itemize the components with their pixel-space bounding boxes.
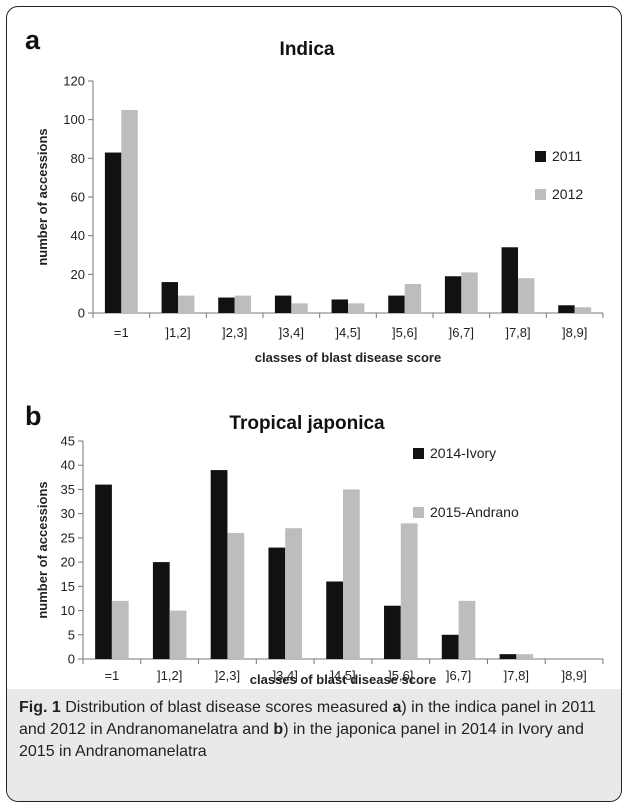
chart2-bar-2 <box>400 523 418 659</box>
chart2-category-label: ]5,6] <box>388 668 413 683</box>
figure-frame: a Indica 0 20 40 60 80 100 120 =1]1,2]]2,3]]3,4]]… <box>6 6 622 802</box>
caption-ref-a: a <box>392 699 402 716</box>
chart2-category-label: ]7,8] <box>504 668 529 683</box>
chart2-y-tick-label: 35 <box>61 482 75 497</box>
chart2-category-label: ]8,9] <box>561 668 586 683</box>
chart2-title: Tropical japonica <box>229 413 385 434</box>
chart1-bar-1 <box>104 152 122 313</box>
chart1-bar-1 <box>501 247 518 313</box>
chart1-bar-2 <box>574 307 592 313</box>
caption-text-2: ) in the indica panel in 2011 and 2012 i… <box>19 699 596 738</box>
chart2-bar-2 <box>516 654 534 659</box>
chart1-bar-1 <box>218 297 235 313</box>
chart2-bar-2 <box>343 489 360 659</box>
chart1-y-tick-label: 100 <box>63 112 85 127</box>
chart2-x-axis-label: classes of blast disease score <box>250 672 436 687</box>
chart1-bar-2 <box>461 272 478 313</box>
chart1-legend-swatch-2 <box>535 189 546 200</box>
chart2-y-tick-label: 30 <box>61 506 75 521</box>
caption-label: Fig. 1 <box>19 699 61 716</box>
chart1-y-tick-label: 80 <box>71 151 85 166</box>
chart2-bar-2 <box>227 533 245 659</box>
chart1-bar-1 <box>161 282 178 313</box>
caption-ref-b: b <box>273 721 284 738</box>
chart2-category-label: ]1,2] <box>157 668 182 683</box>
chart2-bar-1 <box>326 581 343 659</box>
chart2-legend-label-2: 2015-Andrano <box>430 504 519 520</box>
chart2-panel-label: b <box>25 401 42 431</box>
chart2-bar-1 <box>95 484 112 659</box>
chart1-y-tick-label: 0 <box>78 306 85 321</box>
caption-text-3: ) in the japonica panel in 2014 in Ivory… <box>19 721 584 760</box>
figure-caption: Fig. 1 Distribution of blast disease sco… <box>7 689 621 801</box>
chart2-y-tick-label: 0 <box>68 652 75 667</box>
chart1-panel-label: a <box>25 25 41 55</box>
chart2-y-tick-label: 40 <box>61 458 75 473</box>
chart2-bar-2 <box>285 528 302 659</box>
chart2-y-tick-label: 5 <box>68 627 75 642</box>
chart2-legend-swatch-2 <box>413 507 424 518</box>
chart1-legend-label-2: 2012 <box>552 186 583 202</box>
caption-text-1: Distribution of blast disease scores mea… <box>60 699 393 716</box>
chart1-bar-2 <box>348 303 365 313</box>
chart2-category-label: ]2,3] <box>215 668 240 683</box>
chart2-category-label: ]4,5] <box>330 668 355 683</box>
chart1-legend-swatch-1 <box>535 151 546 162</box>
chart2-bar-1 <box>152 562 170 659</box>
chart2-category-label: =1 <box>104 668 119 683</box>
chart2-category-label: ]6,7] <box>446 668 471 683</box>
chart1-y-tick-label: 120 <box>63 74 85 89</box>
chart2-bar-2 <box>458 600 476 659</box>
chart2-legend-label-1: 2014-Ivory <box>430 445 496 461</box>
chart2-bar-1 <box>384 605 401 659</box>
chart2-bar-1 <box>499 654 517 659</box>
chart2-category-label: ]3,4] <box>273 668 298 683</box>
chart1-category-label: ]4,5] <box>335 325 360 340</box>
figure-svg: a Indica020406080100120=1]1,2]]2,3]]3,4]]… <box>25 25 604 687</box>
chart1-bar-1 <box>388 295 405 313</box>
chart1-bar-2 <box>404 284 422 313</box>
chart1-y-tick-label: 20 <box>71 267 85 282</box>
chart1-bar-2 <box>518 278 535 313</box>
chart2-y-tick-label: 20 <box>61 555 75 570</box>
chart1-category-label: =1 <box>114 325 129 340</box>
chart2-y-tick-label: 10 <box>61 603 75 618</box>
chart1-y-tick-label: 60 <box>71 190 85 205</box>
chart1-y-axis-label: number of accessions <box>35 128 50 265</box>
chart2-bar-2 <box>111 600 129 659</box>
chart1-category-label: ]6,7] <box>449 325 474 340</box>
chart1-category-label: ]8,9] <box>562 325 587 340</box>
chart1-category-label: ]2,3] <box>222 325 247 340</box>
chart2-bar-1 <box>268 547 286 659</box>
chart1-title: Indica <box>280 39 335 60</box>
chart2-bar-1 <box>441 634 459 659</box>
chart2-bar-2 <box>169 610 187 659</box>
chart2-y-tick-label: 25 <box>61 530 75 545</box>
chart1-category-label: ]3,4] <box>279 325 304 340</box>
chart1-category-label: ]7,8] <box>505 325 530 340</box>
chart1-bar-1 <box>331 299 348 313</box>
chart2-bar-1 <box>210 470 228 659</box>
chart2-y-tick-label: 45 <box>61 434 75 449</box>
chart1-bar-1 <box>444 276 462 313</box>
chart1-category-label: ]5,6] <box>392 325 417 340</box>
chart1-x-axis-label: classes of blast disease score <box>255 350 441 365</box>
chart1-legend-label-1: 2011 <box>552 148 582 164</box>
chart1-bar-2 <box>234 295 252 313</box>
chart1-bar-2 <box>121 110 138 313</box>
chart1-bar-2 <box>291 303 308 313</box>
chart2-y-tick-label: 15 <box>61 579 75 594</box>
chart1-bar-1 <box>274 295 292 313</box>
chart2-legend-swatch-1 <box>413 448 424 459</box>
chart1-bar-2 <box>178 295 195 313</box>
chart1-category-label: ]1,2] <box>165 325 190 340</box>
chart1-bar-1 <box>558 305 575 313</box>
chart2-y-axis-label: number of accessions <box>35 481 50 618</box>
chart1-y-tick-label: 40 <box>71 228 85 243</box>
